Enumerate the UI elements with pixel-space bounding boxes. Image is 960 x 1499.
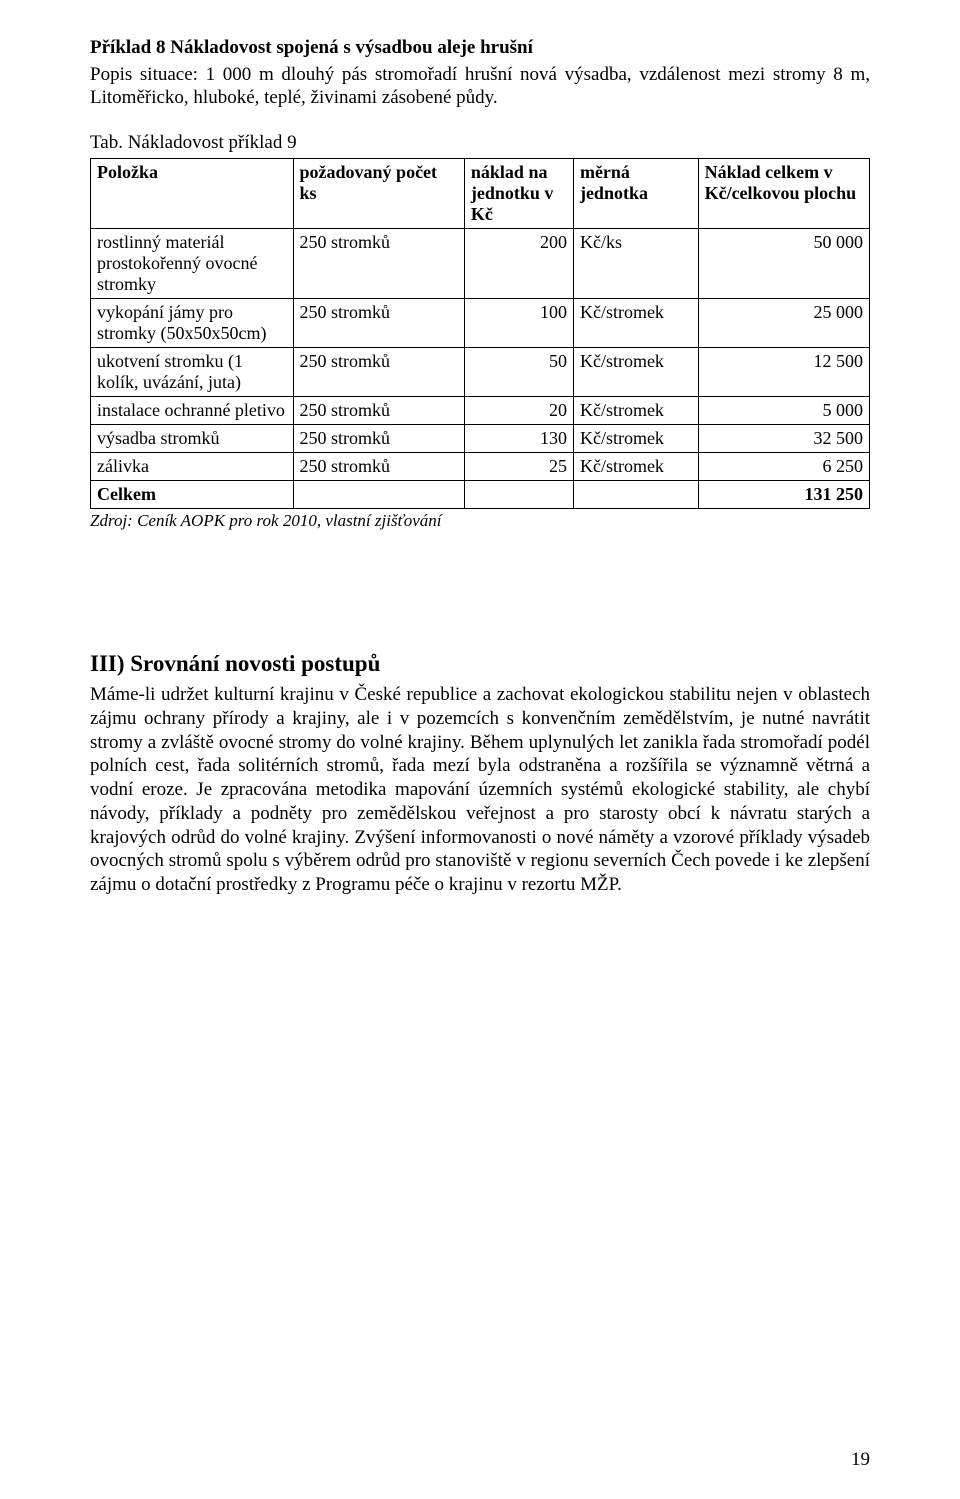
page: Příklad 8 Nákladovost spojená s výsadbou… <box>0 0 960 1499</box>
cell-count: 250 stromků <box>293 397 464 425</box>
col-header: Položka <box>91 159 294 229</box>
cell-item: ukotvení stromku (1 kolík, uvázání, juta… <box>91 348 294 397</box>
cost-table: Položka požadovaný počet ks náklad na je… <box>90 158 870 509</box>
cell-unit: Kč/stromek <box>573 397 698 425</box>
table-row: rostlinný materiál prostokořenný ovocné … <box>91 229 870 299</box>
cell-unit: Kč/stromek <box>573 348 698 397</box>
col-header: náklad na jednotku v Kč <box>464 159 573 229</box>
cell-total: 6 250 <box>698 453 869 481</box>
situation-paragraph: Popis situace: 1 000 m dlouhý pás stromo… <box>90 63 870 111</box>
table-row: vykopání jámy pro stromky (50x50x50cm)25… <box>91 299 870 348</box>
table-row: ukotvení stromku (1 kolík, uvázání, juta… <box>91 348 870 397</box>
spacer <box>90 531 870 651</box>
cell-total: 5 000 <box>698 397 869 425</box>
empty-cell <box>573 481 698 509</box>
cell-total: 50 000 <box>698 229 869 299</box>
table-row: instalace ochranné pletivo250 stromků20K… <box>91 397 870 425</box>
cell-item: zálivka <box>91 453 294 481</box>
cell-unit: Kč/stromek <box>573 299 698 348</box>
total-label: Celkem <box>91 481 294 509</box>
cell-unit: Kč/stromek <box>573 425 698 453</box>
section-body: Máme-li udržet kulturní krajinu v České … <box>90 683 870 897</box>
empty-cell <box>293 481 464 509</box>
cell-item: instalace ochranné pletivo <box>91 397 294 425</box>
col-header: požadovaný počet ks <box>293 159 464 229</box>
cell-unit: Kč/ks <box>573 229 698 299</box>
col-header: Náklad celkem v Kč/celkovou plochu <box>698 159 869 229</box>
cell-item: rostlinný materiál prostokořenný ovocné … <box>91 229 294 299</box>
table-row: zálivka250 stromků25Kč/stromek6 250 <box>91 453 870 481</box>
table-row: výsadba stromků250 stromků130Kč/stromek3… <box>91 425 870 453</box>
cell-total: 25 000 <box>698 299 869 348</box>
cell-item: vykopání jámy pro stromky (50x50x50cm) <box>91 299 294 348</box>
table-header-row: Položka požadovaný počet ks náklad na je… <box>91 159 870 229</box>
cell-unit-cost: 20 <box>464 397 573 425</box>
total-value: 131 250 <box>698 481 869 509</box>
cell-count: 250 stromků <box>293 348 464 397</box>
table-total-row: Celkem 131 250 <box>91 481 870 509</box>
cell-count: 250 stromků <box>293 299 464 348</box>
cell-total: 32 500 <box>698 425 869 453</box>
cell-unit-cost: 200 <box>464 229 573 299</box>
table-caption: Tab. Nákladovost příklad 9 <box>90 132 870 154</box>
cell-unit-cost: 130 <box>464 425 573 453</box>
cell-unit: Kč/stromek <box>573 453 698 481</box>
example-title: Příklad 8 Nákladovost spojená s výsadbou… <box>90 36 870 61</box>
cell-unit-cost: 25 <box>464 453 573 481</box>
table-source: Zdroj: Ceník AOPK pro rok 2010, vlastní … <box>90 511 870 531</box>
cell-item: výsadba stromků <box>91 425 294 453</box>
page-number: 19 <box>851 1449 870 1471</box>
col-header: měrná jednotka <box>573 159 698 229</box>
cell-count: 250 stromků <box>293 425 464 453</box>
cell-unit-cost: 100 <box>464 299 573 348</box>
empty-cell <box>464 481 573 509</box>
cell-count: 250 stromků <box>293 453 464 481</box>
cell-count: 250 stromků <box>293 229 464 299</box>
cell-unit-cost: 50 <box>464 348 573 397</box>
section-title: III) Srovnání novosti postupů <box>90 651 870 677</box>
cell-total: 12 500 <box>698 348 869 397</box>
